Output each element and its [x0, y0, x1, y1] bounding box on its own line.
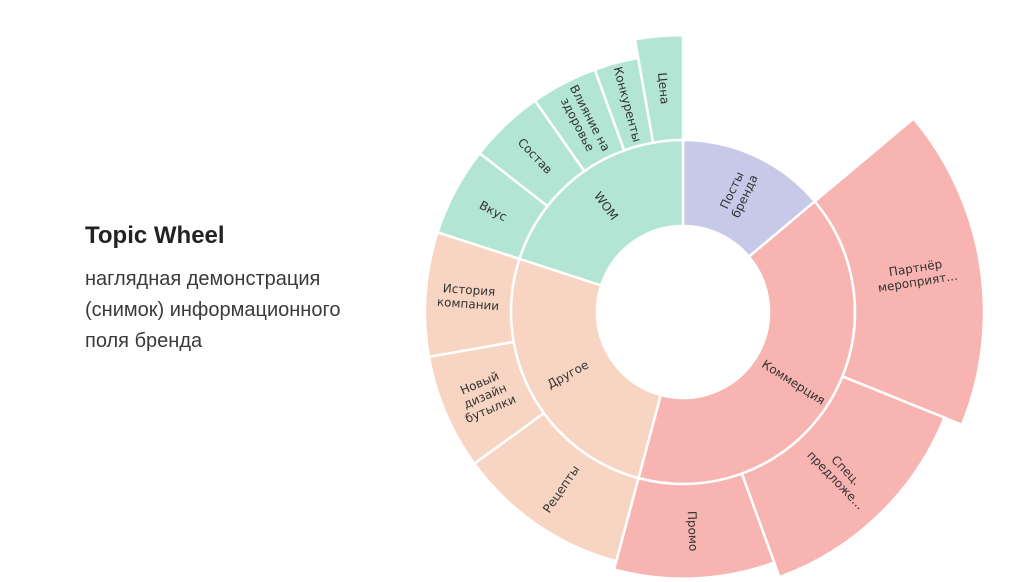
page-title: Topic Wheel — [85, 222, 225, 249]
intro-block: Topic Wheel наглядная демонстрация (сним… — [85, 222, 415, 357]
subsegment-label-цена: Цена — [655, 72, 672, 105]
subtitle-line-1: наглядная демонстрация — [85, 268, 321, 290]
subtitle-line-3: поля бренда — [85, 330, 203, 352]
subsegment-партнёр-мероприят — [812, 116, 986, 427]
page-subtitle: наглядная демонстрация (снимок) информац… — [85, 264, 415, 357]
subtitle-line-2: (снимок) информационного — [85, 299, 341, 321]
subsegment-спец-предложе — [740, 374, 947, 579]
subsegment-label-история-компании: Историякомпании — [436, 281, 500, 313]
subsegment-промо — [612, 472, 776, 580]
subsegment-label-промо: Промо — [685, 511, 701, 552]
subsegment-цена — [633, 33, 685, 145]
